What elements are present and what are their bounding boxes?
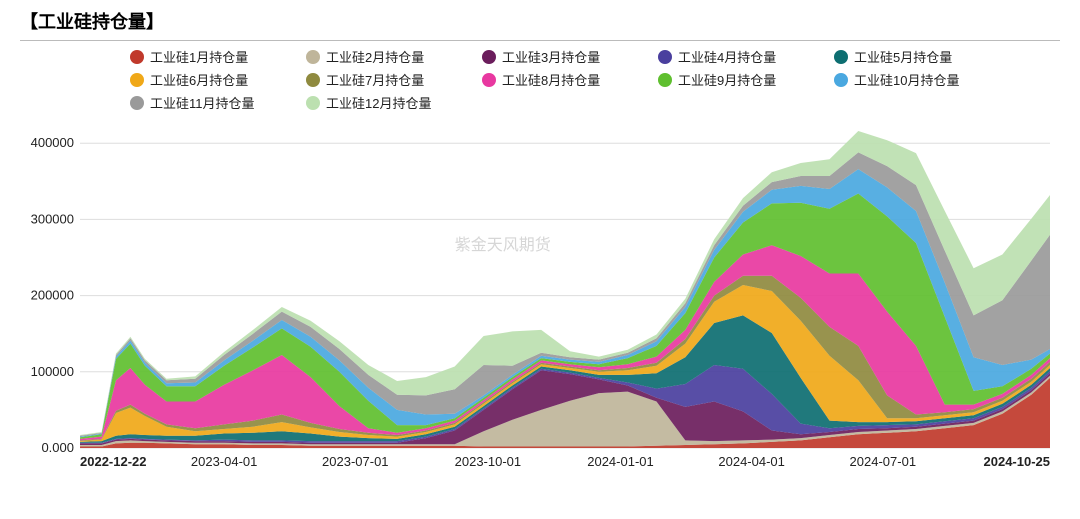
legend-label: 工业硅11月持仓量 [150, 93, 255, 112]
svg-text:2024-07-01: 2024-07-01 [850, 454, 917, 469]
legend-item-m12[interactable]: 工业硅12月持仓量 [306, 93, 478, 112]
svg-text:2022-12-22: 2022-12-22 [80, 454, 147, 469]
svg-text:100000: 100000 [31, 364, 74, 379]
legend-swatch [658, 73, 672, 87]
legend-swatch [834, 50, 848, 64]
legend-swatch [834, 73, 848, 87]
legend-item-m03[interactable]: 工业硅3月持仓量 [482, 47, 654, 66]
legend-swatch [482, 50, 496, 64]
svg-text:200000: 200000 [31, 288, 74, 303]
svg-text:2024-04-01: 2024-04-01 [718, 454, 785, 469]
legend-swatch [306, 73, 320, 87]
svg-text:2024-01-01: 2024-01-01 [587, 454, 654, 469]
legend-item-m07[interactable]: 工业硅7月持仓量 [306, 70, 478, 89]
legend-label: 工业硅10月持仓量 [854, 70, 959, 89]
legend-label: 工业硅2月持仓量 [326, 47, 424, 66]
svg-text:0.000: 0.000 [41, 440, 74, 455]
legend-item-m11[interactable]: 工业硅11月持仓量 [130, 93, 302, 112]
legend-label: 工业硅3月持仓量 [502, 47, 600, 66]
legend-swatch [130, 50, 144, 64]
legend-item-m09[interactable]: 工业硅9月持仓量 [658, 70, 830, 89]
legend-item-m02[interactable]: 工业硅2月持仓量 [306, 47, 478, 66]
legend-swatch [130, 96, 144, 110]
svg-text:300000: 300000 [31, 211, 74, 226]
legend-label: 工业硅6月持仓量 [150, 70, 248, 89]
svg-text:2023-04-01: 2023-04-01 [191, 454, 258, 469]
legend-label: 工业硅1月持仓量 [150, 47, 248, 66]
legend-item-m08[interactable]: 工业硅8月持仓量 [482, 70, 654, 89]
watermark: 紫金天风期货 [455, 236, 551, 254]
legend-item-m10[interactable]: 工业硅10月持仓量 [834, 70, 1006, 89]
svg-text:2023-10-01: 2023-10-01 [455, 454, 522, 469]
legend-swatch [658, 50, 672, 64]
legend-label: 工业硅4月持仓量 [678, 47, 776, 66]
chart-svg: 0.000 100000 200000 300000 400000 紫金天风期货 2022-… [20, 118, 1060, 498]
page-title: 【工业硅持仓量】 [20, 8, 1060, 41]
legend-label: 工业硅8月持仓量 [502, 70, 600, 89]
legend-item-m06[interactable]: 工业硅6月持仓量 [130, 70, 302, 89]
legend-label: 工业硅12月持仓量 [326, 93, 431, 112]
legend-item-m04[interactable]: 工业硅4月持仓量 [658, 47, 830, 66]
svg-text:400000: 400000 [31, 135, 74, 150]
legend-item-m05[interactable]: 工业硅5月持仓量 [834, 47, 1006, 66]
svg-text:2023-07-01: 2023-07-01 [322, 454, 389, 469]
svg-text:2024-10-25: 2024-10-25 [984, 454, 1051, 469]
legend-swatch [306, 96, 320, 110]
legend-swatch [306, 50, 320, 64]
legend-item-m01[interactable]: 工业硅1月持仓量 [130, 47, 302, 66]
legend-label: 工业硅5月持仓量 [854, 47, 952, 66]
legend-swatch [482, 73, 496, 87]
legend: 工业硅1月持仓量 工业硅2月持仓量 工业硅3月持仓量 工业硅4月持仓量 工业硅5月持仓量… [20, 47, 1060, 112]
legend-swatch [130, 73, 144, 87]
legend-label: 工业硅7月持仓量 [326, 70, 424, 89]
area-chart: 0.000 100000 200000 300000 400000 紫金天风期货 2022-… [20, 118, 1060, 498]
title-text: 【工业硅持仓量】 [20, 12, 164, 32]
legend-label: 工业硅9月持仓量 [678, 70, 776, 89]
